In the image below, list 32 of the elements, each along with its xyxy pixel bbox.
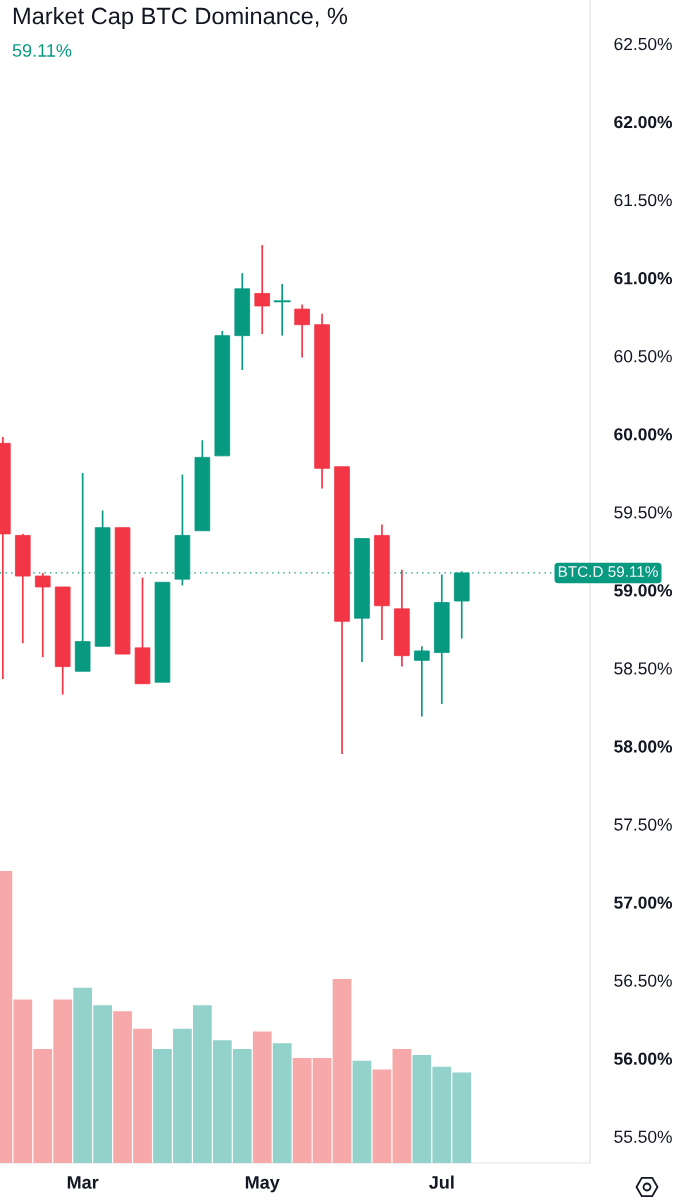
y-tick-label: 62.50%	[614, 37, 672, 51]
candlestick	[34, 572, 51, 659]
bar	[252, 1031, 272, 1163]
candlestick	[254, 244, 271, 335]
ref-line-label: BTC.D 59.11%	[558, 566, 658, 578]
bar	[352, 1060, 372, 1163]
candlestick	[294, 303, 310, 359]
y-tick-label: 60.50%	[614, 350, 672, 363]
y-tick-label: 58.00%	[614, 740, 673, 753]
bar	[272, 1043, 292, 1163]
y-tick-label: 59.00%	[614, 584, 673, 597]
bar	[332, 979, 352, 1163]
x-tick-label: Mar	[67, 1176, 99, 1189]
x-tick-label: May	[245, 1176, 280, 1193]
x-tick-label: Jul	[429, 1175, 454, 1189]
y-tick-label: 61.00%	[614, 272, 673, 285]
y-tick-label: 56.00%	[614, 1052, 673, 1065]
y-tick-label: 55.50%	[614, 1130, 672, 1143]
candlestick	[414, 645, 430, 718]
y-tick-label: 59.50%	[614, 506, 672, 519]
y-tick-label: 56.50%	[614, 974, 672, 987]
y-tick-label: 57.50%	[614, 818, 672, 831]
y-tick-label: 61.50%	[614, 193, 672, 207]
bar	[372, 1069, 392, 1163]
y-tick-label: 58.50%	[614, 662, 672, 675]
bar	[392, 1049, 412, 1163]
text: 59.11%	[12, 44, 72, 57]
chart-title: Market Cap BTC Dominance, %	[13, 7, 348, 29]
y-tick-label: 62.00%	[614, 115, 673, 129]
candlestick	[273, 283, 291, 337]
y-tick-label: 57.00%	[614, 896, 673, 909]
y-tick-label: 60.00%	[614, 428, 673, 441]
